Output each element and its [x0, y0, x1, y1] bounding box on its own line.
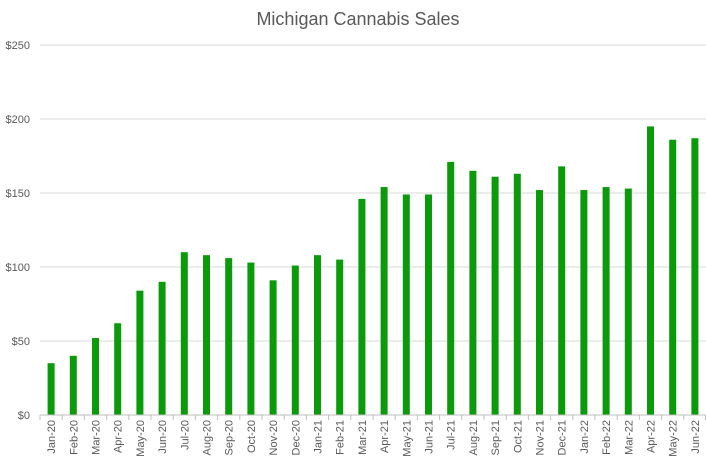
bar — [469, 170, 477, 415]
bar — [580, 190, 588, 415]
gridlines — [40, 44, 706, 342]
x-tick-label: Jan-20 — [46, 420, 58, 454]
x-tick-label: Jun-21 — [424, 420, 436, 454]
x-tick-label: Jul-20 — [179, 420, 191, 450]
bar — [691, 138, 699, 416]
x-tick-label: Feb-20 — [68, 420, 80, 455]
x-tick-label: Apr-21 — [379, 420, 391, 453]
bar — [447, 161, 455, 415]
bar — [602, 187, 610, 415]
bar — [269, 280, 277, 415]
x-tick-label: Jan-22 — [579, 420, 591, 454]
bar — [291, 265, 299, 415]
bar — [491, 176, 499, 415]
bar — [180, 252, 188, 415]
bar — [47, 363, 55, 415]
bar — [536, 190, 543, 415]
y-tick-label: $250 — [6, 40, 30, 52]
x-tick-label: Oct-20 — [246, 420, 258, 453]
bar — [336, 259, 344, 415]
y-axis-tick-labels: $0 $50 $100 $150 $200 $250 — [6, 40, 30, 422]
x-tick-label: May-21 — [401, 420, 413, 457]
bar — [225, 258, 233, 415]
bar — [402, 194, 410, 415]
bar — [158, 281, 166, 415]
x-tick-label: Aug-21 — [468, 420, 480, 455]
y-tick-label: $50 — [12, 336, 30, 348]
x-tick-label: Nov-20 — [268, 420, 280, 455]
bar — [203, 255, 210, 415]
x-tick-label: Feb-22 — [601, 420, 613, 455]
bar — [247, 262, 255, 415]
x-tick-label: Mar-20 — [91, 420, 103, 455]
bar — [380, 187, 388, 415]
x-tick-label: Mar-21 — [357, 420, 369, 455]
bar — [425, 194, 432, 415]
x-tick-label: Apr-22 — [646, 420, 658, 453]
x-tick-label: May-20 — [135, 420, 147, 457]
x-tick-label: Jun-20 — [157, 420, 169, 454]
x-tick-label: Mar-22 — [623, 420, 635, 455]
x-tick-label: Feb-21 — [335, 420, 347, 455]
x-tick-label: May-22 — [668, 420, 680, 457]
bar — [669, 139, 677, 415]
x-tick-label: Jul-21 — [446, 420, 458, 450]
bar — [114, 323, 122, 415]
y-tick-label: $150 — [6, 188, 30, 200]
bar — [513, 173, 521, 415]
bar — [358, 198, 366, 415]
bar — [558, 166, 566, 415]
bar — [136, 290, 144, 415]
x-tick-label: Apr-20 — [113, 420, 125, 453]
y-tick-label: $200 — [6, 114, 30, 126]
bar — [69, 355, 77, 415]
x-tick-label: Sep-20 — [224, 420, 236, 455]
y-tick-label: $0 — [18, 410, 30, 422]
x-tick-label: Jun-22 — [690, 420, 702, 454]
x-axis-tick-labels: Jan-20 Feb-20 Mar-20 Apr-20 May-20 Jun-20 Jul-… — [39, 415, 706, 457]
bar — [314, 255, 321, 415]
x-tick-label: Dec-21 — [557, 420, 569, 455]
chart-title: Michigan Cannabis Sales — [256, 9, 459, 29]
x-tick-label: Oct-21 — [512, 420, 524, 453]
bar — [647, 126, 654, 416]
y-tick-label: $100 — [6, 262, 30, 274]
x-tick-label: Dec-20 — [290, 420, 302, 455]
bar — [92, 338, 99, 415]
bar — [624, 188, 632, 415]
x-tick-label: Aug-20 — [202, 420, 214, 455]
bars — [47, 126, 699, 416]
x-tick-label: Jan-21 — [313, 420, 325, 454]
x-tick-label: Nov-21 — [535, 420, 547, 455]
x-tick-label: Sep-21 — [490, 420, 502, 455]
